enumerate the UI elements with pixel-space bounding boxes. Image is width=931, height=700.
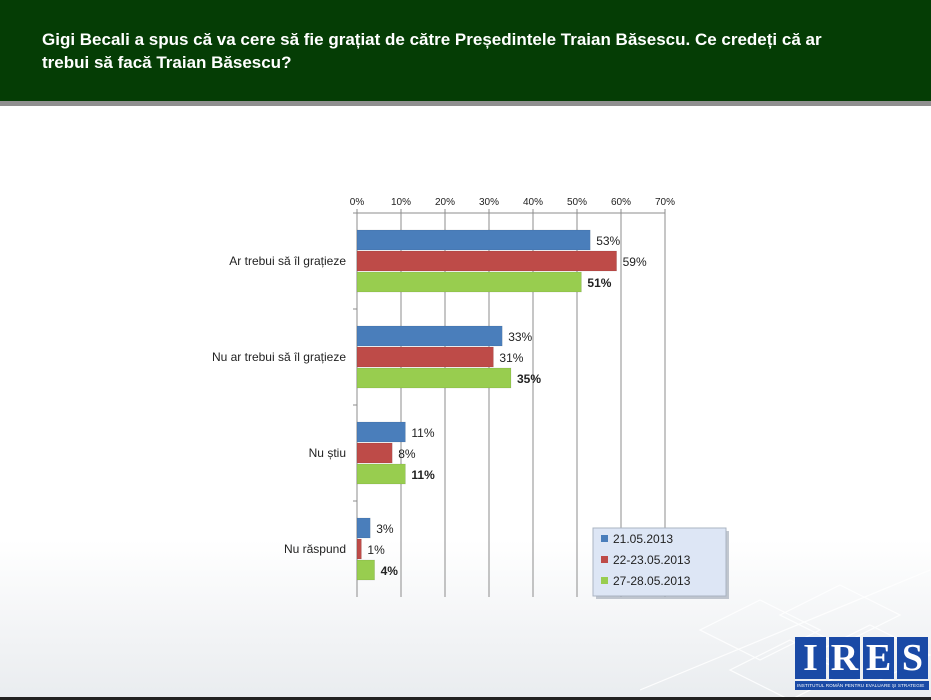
value-labels: 53%59% 51% 33% 31% 35% 11% 8% 11% 3% 1% 4% <box>367 234 647 578</box>
logo-letter: S <box>897 637 928 679</box>
bar <box>356 325 503 347</box>
value-label: 35% <box>517 372 541 386</box>
category-label: Ar trebui să îl grațieze <box>229 254 346 268</box>
bar <box>356 346 494 368</box>
category-labels: Ar trebui să îl grațieze Nu ar trebui să … <box>212 254 346 556</box>
legend-box <box>592 527 727 597</box>
bar <box>356 250 617 272</box>
bar <box>356 538 362 560</box>
category-label: Nu știu <box>309 446 346 460</box>
background-fade <box>0 540 931 700</box>
x-tick-label: 60% <box>611 197 631 208</box>
category-label: Nu ar trebui să îl grațieze <box>212 350 346 364</box>
x-axis-ticks: 0% 10% 20% 30% 40% 50% 60% 70% <box>350 197 675 213</box>
bar <box>356 463 406 485</box>
legend-swatch <box>601 556 608 563</box>
legend-label: 27-28.05.2013 <box>613 574 691 588</box>
bar <box>356 421 406 443</box>
value-label: 51% <box>587 276 611 290</box>
x-tick-label: 30% <box>479 197 499 208</box>
value-label: 1% <box>367 543 385 557</box>
logo-letter: I <box>795 637 826 679</box>
bars <box>356 229 617 581</box>
value-label: 11% <box>411 468 435 482</box>
logo-letter: R <box>829 637 860 679</box>
legend-label: 22-23.05.2013 <box>613 553 691 567</box>
x-tick-label: 70% <box>655 197 675 208</box>
logo-subtitle: INSTITUTUL ROMÂN PENTRU EVALUARE ŞI STRA… <box>795 681 929 690</box>
bottom-border <box>0 697 931 700</box>
x-tick-label: 0% <box>350 197 365 208</box>
x-tick-label: 40% <box>523 197 543 208</box>
page-title: Gigi Becali a spus că va cere să fie gra… <box>42 30 822 72</box>
legend-swatch <box>601 535 608 542</box>
legend: 21.05.2013 22-23.05.2013 27-28.05.2013 <box>592 527 729 599</box>
value-label: 33% <box>508 330 532 344</box>
ires-logo: I R E S INSTITUTUL ROMÂN PENTRU EVALUARE… <box>795 637 929 697</box>
bar <box>356 517 371 539</box>
value-label: 11% <box>411 426 434 440</box>
bar <box>356 559 375 581</box>
bar <box>356 271 582 293</box>
header-bar: Gigi Becali a spus că va cere să fie gra… <box>0 0 931 106</box>
value-label: 3% <box>376 522 394 536</box>
legend-label: 21.05.2013 <box>613 532 673 546</box>
x-tick-label: 20% <box>435 197 455 208</box>
bar <box>356 229 591 251</box>
category-label: Nu răspund <box>284 542 346 556</box>
value-label: 4% <box>381 564 399 578</box>
x-tick-label: 10% <box>391 197 411 208</box>
bar <box>356 442 393 464</box>
value-label: 31% <box>499 351 523 365</box>
value-label: 8% <box>398 447 416 461</box>
x-tick-label: 50% <box>567 197 587 208</box>
value-label: 59% <box>623 255 647 269</box>
logo-letter: E <box>863 637 894 679</box>
value-label: 53% <box>596 234 620 248</box>
bar <box>356 367 512 389</box>
legend-swatch <box>601 577 608 584</box>
